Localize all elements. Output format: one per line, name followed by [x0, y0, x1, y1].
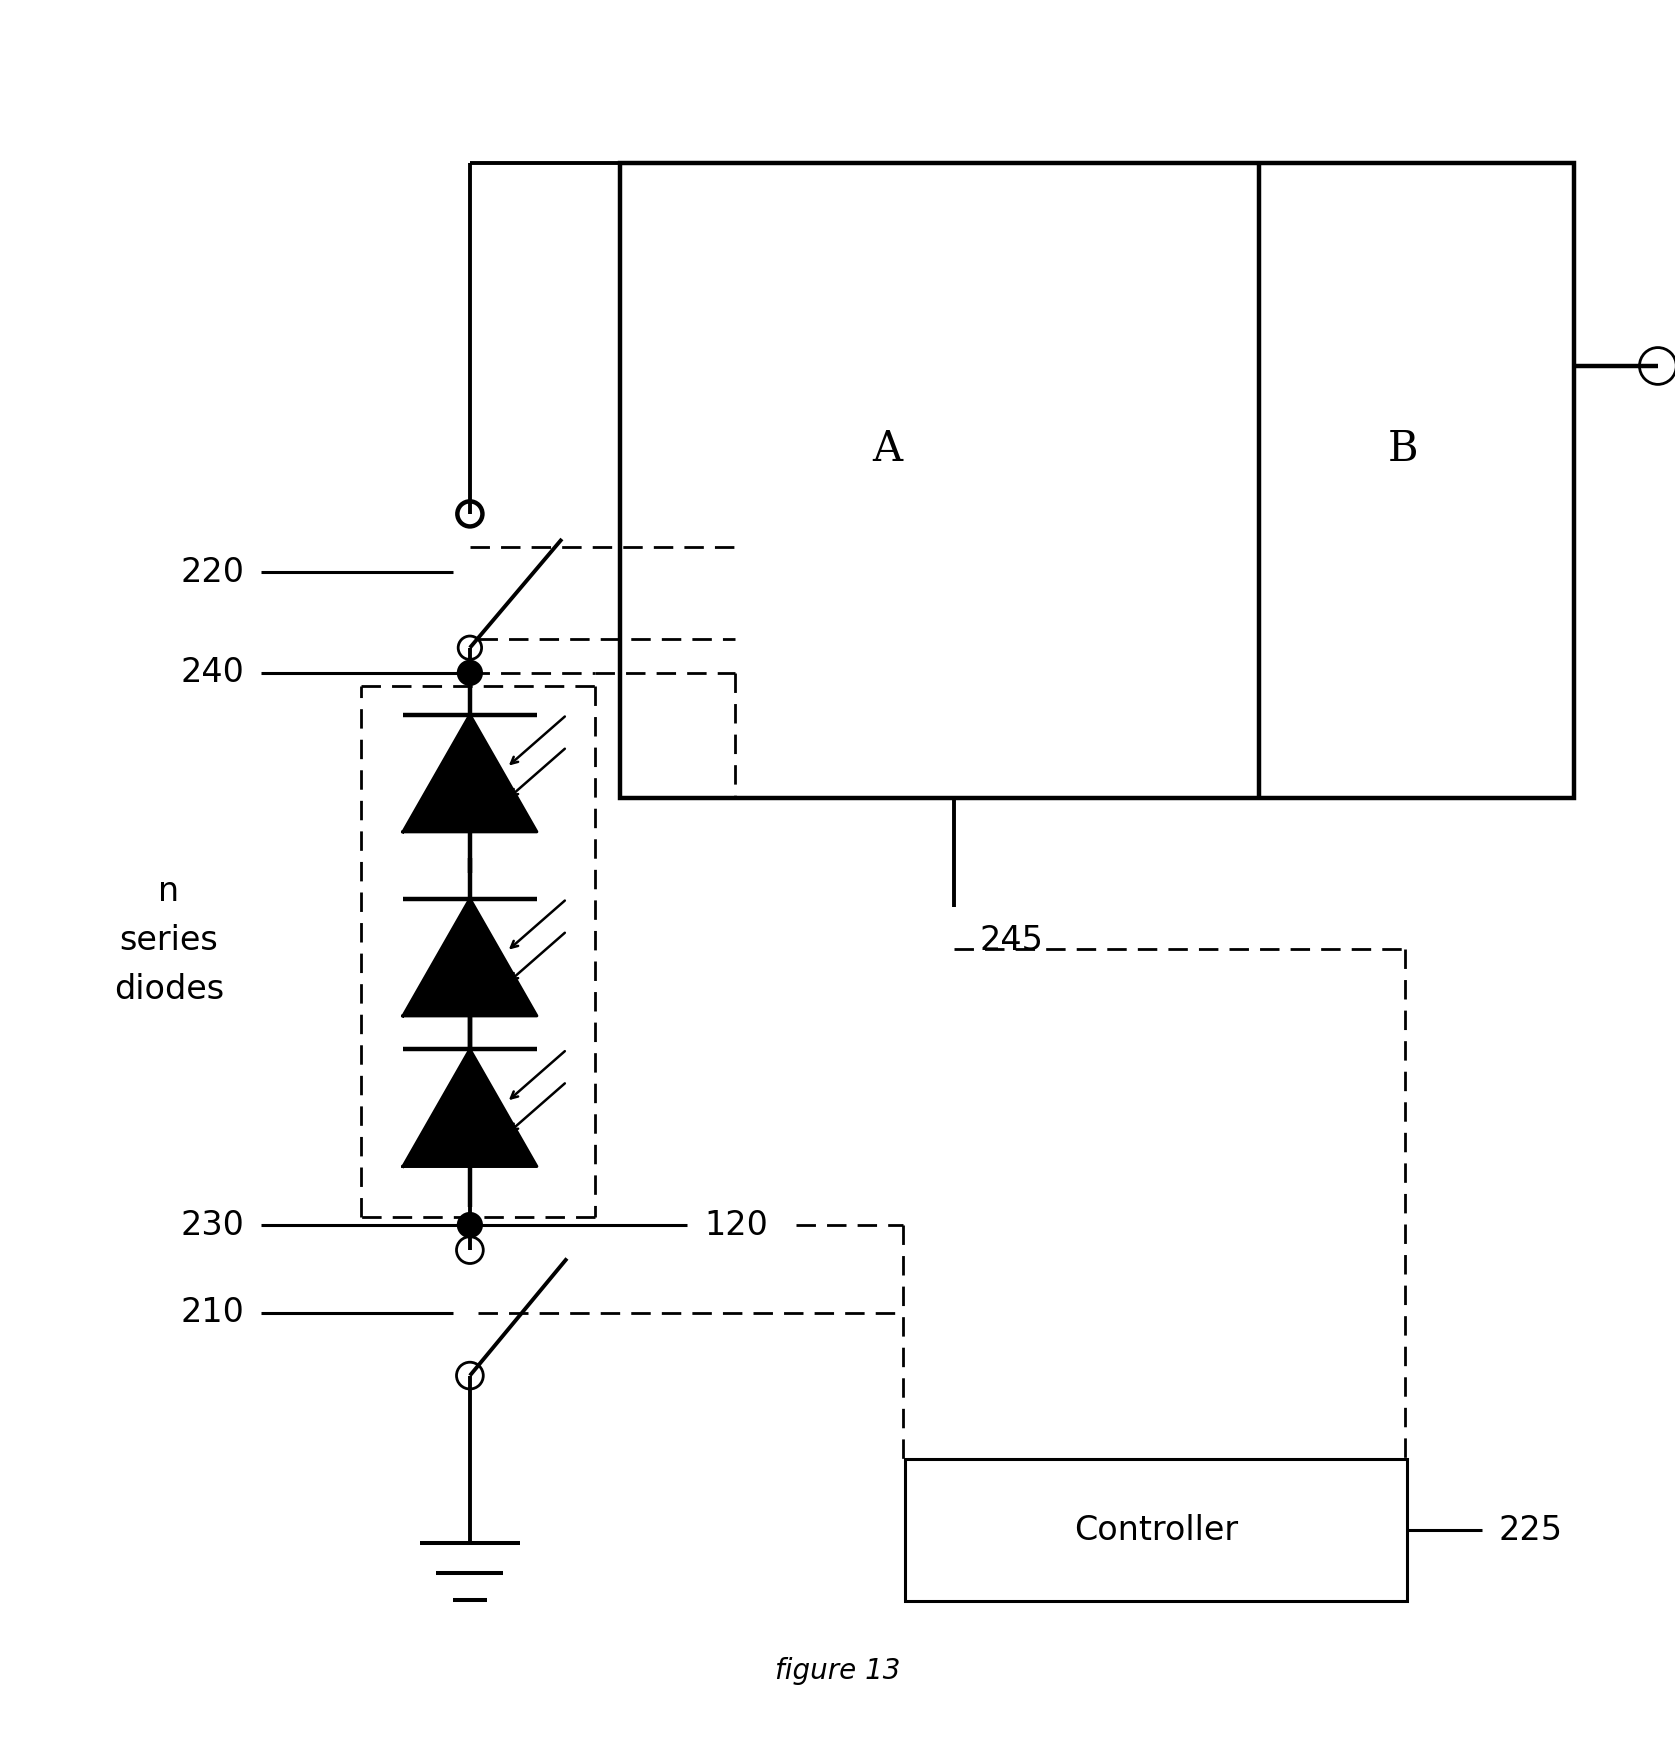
Text: 220: 220	[179, 556, 245, 589]
Text: 225: 225	[1498, 1514, 1564, 1547]
Bar	[620, 162, 1574, 799]
Text: A: A	[873, 427, 903, 469]
Text: 120: 120	[704, 1208, 768, 1242]
Text: Controller: Controller	[1074, 1514, 1239, 1547]
Text: 210: 210	[179, 1297, 245, 1330]
Text: B: B	[1388, 427, 1418, 469]
Polygon shape	[402, 714, 536, 833]
Text: 230: 230	[179, 1208, 245, 1242]
Text: 240: 240	[179, 656, 245, 690]
Circle shape	[458, 1214, 481, 1237]
Text: figure 13: figure 13	[776, 1656, 900, 1685]
Polygon shape	[402, 898, 536, 1016]
Text: n
series
diodes: n series diodes	[114, 875, 225, 1005]
Bar	[905, 1459, 1406, 1602]
Text: 245: 245	[979, 924, 1042, 956]
Polygon shape	[402, 1050, 536, 1166]
Circle shape	[458, 662, 481, 684]
